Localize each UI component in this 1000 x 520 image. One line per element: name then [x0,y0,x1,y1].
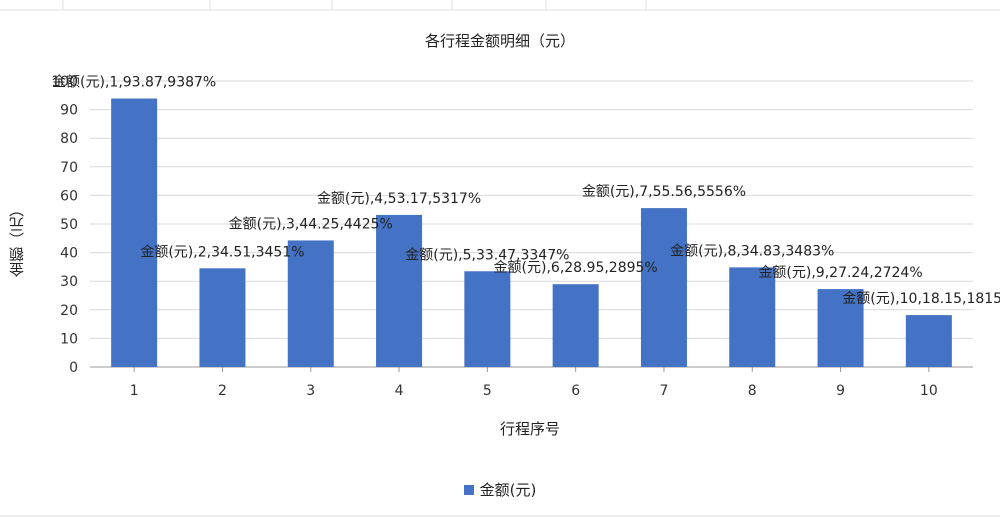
data-label: 金额(元),8,34.83,3483% [670,243,834,259]
y-axis-label: 金额（元） [8,202,26,278]
x-tick-label: 9 [836,383,845,399]
bar[interactable] [111,98,158,367]
x-tick-label: 3 [306,383,315,399]
y-tick-label: 50 [60,217,78,233]
data-label: 金额(元),9,27.24,2724% [758,265,922,281]
bar[interactable] [287,240,334,367]
data-label: 金额(元),5,33.47,3347% [405,247,569,263]
legend[interactable]: 金额(元) [0,479,1000,500]
bar[interactable] [376,214,423,367]
chart-title: 各行程金额明细（元） [424,32,575,50]
bar[interactable] [199,268,246,367]
data-label: 金额(元),7,55.56,5556% [582,184,746,200]
y-tick-label: 10 [60,331,78,347]
x-tick-label: 10 [920,383,938,399]
y-tick-label: 100 [51,74,78,90]
x-tick-label: 1 [130,383,139,399]
y-tick-label: 20 [60,303,78,319]
x-tick-label: 8 [748,383,757,399]
data-label: 金额(元),4,53.17,5317% [317,191,481,207]
bar[interactable] [640,208,687,367]
y-tick-label: 60 [60,188,78,204]
legend-swatch [463,485,474,495]
y-tick-label: 90 [60,103,78,119]
x-tick-label: 5 [483,383,492,399]
y-tick-label: 80 [60,131,78,147]
legend-label: 金额(元) [479,481,537,499]
x-tick-label: 2 [218,383,227,399]
data-label: 金额(元),10,18.15,1815% [842,291,1000,307]
bar[interactable] [464,271,511,367]
x-axis-label: 行程序号 [499,420,560,438]
y-tick-label: 0 [69,360,78,376]
bar[interactable] [905,315,952,367]
bar[interactable] [552,284,599,367]
x-tick-label: 7 [659,383,668,399]
data-label: 金额(元),2,34.51,3451% [140,244,304,260]
x-tick-label: 6 [571,383,580,399]
data-label: 金额(元),3,44.25,4425% [229,216,393,232]
bar[interactable] [817,289,864,367]
data-label: 金额(元),1,93.87,9387% [52,75,216,91]
y-tick-label: 30 [60,274,78,290]
x-tick-label: 4 [395,383,404,399]
y-tick-label: 40 [60,246,78,262]
y-tick-label: 70 [60,160,78,176]
data-label: 金额(元),6,28.95,2895% [494,260,658,276]
bar[interactable] [729,267,776,367]
